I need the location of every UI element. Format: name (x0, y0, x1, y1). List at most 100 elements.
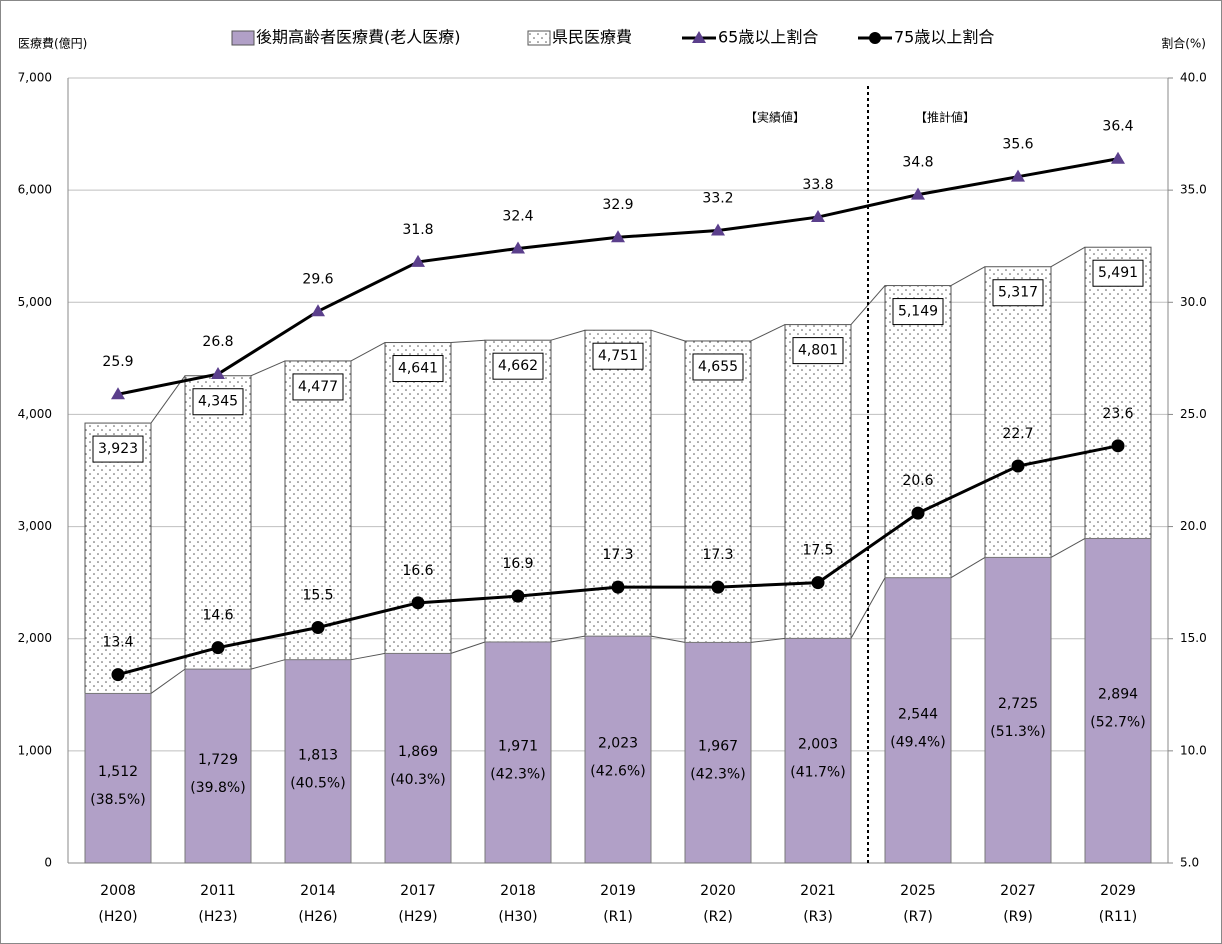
legend-marker (869, 32, 881, 44)
bar (84, 692, 152, 864)
data-label: 4,655 (698, 359, 738, 375)
y-tick-label: 0 (44, 856, 52, 870)
marker (311, 621, 325, 634)
legend-label: 県民医療費 (552, 28, 632, 47)
data-label: 2,023 (598, 736, 638, 752)
series-line (650, 635, 686, 643)
bar (984, 556, 1052, 864)
data-label: (40.5%) (290, 775, 345, 791)
marker (811, 210, 825, 223)
y-axis-label: 医療費(億円) (18, 36, 87, 51)
x-tick-label: (R2) (703, 909, 733, 925)
label-box (192, 388, 244, 416)
data-label: 36.4 (1102, 119, 1133, 135)
data-label: 14.6 (202, 608, 233, 624)
series-line (750, 637, 786, 643)
data-label: 16.6 (402, 563, 433, 579)
data-label: 17.5 (802, 543, 833, 559)
marker (811, 576, 825, 590)
marker (911, 506, 925, 520)
data-label: 4,801 (798, 343, 838, 359)
series-line (1050, 246, 1086, 268)
marker (211, 367, 225, 380)
legend-marker (692, 31, 706, 43)
x-tick-label: 2020 (700, 883, 736, 899)
series-line (550, 329, 586, 341)
x-tick-label: (R1) (603, 909, 633, 925)
data-label: 1,729 (198, 752, 238, 768)
series-line (650, 329, 686, 342)
data-label: (52.7%) (1090, 715, 1145, 731)
x-tick-label: 2014 (300, 883, 336, 899)
bar (584, 635, 652, 864)
y2-tick-label: 25.0 (1180, 407, 1207, 421)
data-label: 1,869 (398, 744, 438, 760)
x-tick-label: 2018 (500, 883, 536, 899)
series-line (150, 668, 186, 694)
data-label: 20.6 (902, 473, 933, 489)
data-label: 33.2 (702, 191, 733, 207)
bar (384, 652, 452, 864)
data-label: 23.6 (1102, 406, 1133, 422)
y-tick-label: 6,000 (18, 183, 52, 197)
label-box (492, 352, 544, 380)
series-line (350, 342, 386, 362)
data-label: 22.7 (1002, 426, 1033, 442)
legend-label: 後期高齢者医療費(老人医療) (256, 28, 461, 47)
data-label: 35.6 (1002, 137, 1033, 153)
data-label: 15.5 (302, 588, 333, 604)
y2-tick-label: 10.0 (1180, 743, 1207, 757)
y-tick-label: 1,000 (18, 743, 52, 757)
marker (711, 223, 725, 236)
label-box (592, 342, 644, 370)
bar (284, 659, 352, 864)
data-label: (42.3%) (490, 766, 545, 782)
series-line (250, 360, 286, 377)
legend-label: 65歳以上割合 (718, 28, 818, 47)
data-label: 33.8 (802, 177, 833, 193)
data-label: (39.8%) (190, 780, 245, 796)
marker (411, 254, 425, 267)
data-label: 4,345 (198, 394, 238, 410)
bar (1084, 537, 1152, 864)
series-line (850, 285, 886, 325)
data-label: 17.3 (702, 547, 733, 563)
series-line (750, 324, 786, 342)
series-line (250, 659, 286, 670)
x-tick-label: (R3) (803, 909, 833, 925)
data-label: (38.5%) (90, 792, 145, 808)
x-tick-label: 2025 (900, 883, 936, 899)
data-label: 26.8 (202, 334, 233, 350)
data-label: 2,725 (998, 696, 1038, 712)
marker (1111, 439, 1125, 453)
marker (611, 230, 625, 243)
label-box (792, 337, 844, 365)
y2-tick-label: 20.0 (1180, 519, 1207, 533)
data-label: 3,923 (98, 441, 138, 457)
data-label: 31.8 (402, 222, 433, 238)
y-tick-label: 2,000 (18, 631, 52, 645)
data-label: 5,149 (898, 304, 938, 320)
x-tick-label: 2008 (100, 883, 136, 899)
series-line (150, 375, 186, 424)
data-label: (42.6%) (590, 764, 645, 780)
x-tick-label: (H29) (398, 909, 437, 925)
data-label: 5,491 (1098, 265, 1138, 281)
legend-swatch (527, 30, 551, 46)
label-box (692, 353, 744, 381)
marker (211, 641, 225, 655)
data-label: 29.6 (302, 271, 333, 287)
data-label: 1,967 (698, 739, 738, 755)
marker (911, 187, 925, 200)
series-line (450, 641, 486, 654)
x-tick-label: 2029 (1100, 883, 1136, 899)
data-label: 4,641 (398, 361, 438, 377)
series-line (950, 266, 986, 287)
bar (184, 668, 252, 864)
x-tick-label: (H26) (298, 909, 337, 925)
annotation: 【推計値】 (915, 110, 975, 125)
data-label: 2,544 (898, 706, 938, 722)
data-label: 2,003 (798, 737, 838, 753)
marker (111, 668, 125, 682)
